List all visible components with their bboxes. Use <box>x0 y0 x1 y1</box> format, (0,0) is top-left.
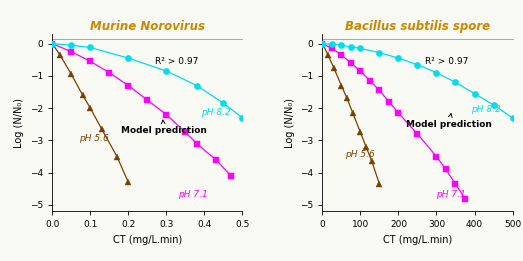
Text: pH 8.2: pH 8.2 <box>471 105 501 114</box>
X-axis label: CT (mg/L.min): CT (mg/L.min) <box>113 235 182 245</box>
Text: Model prediction: Model prediction <box>121 120 207 135</box>
Text: pH 8.2: pH 8.2 <box>201 108 231 117</box>
Text: R² > 0.97: R² > 0.97 <box>155 57 198 66</box>
Text: pH 5.6: pH 5.6 <box>79 134 109 143</box>
Text: pH 7.1: pH 7.1 <box>437 191 466 199</box>
Text: Model prediction: Model prediction <box>406 114 492 129</box>
Y-axis label: Log (N/N₀): Log (N/N₀) <box>285 98 294 148</box>
Text: pH 7.1: pH 7.1 <box>178 191 208 199</box>
Title: Bacillus subtilis spore: Bacillus subtilis spore <box>345 20 490 33</box>
Text: pH 5.6: pH 5.6 <box>345 150 375 159</box>
X-axis label: CT (mg/L.min): CT (mg/L.min) <box>383 235 452 245</box>
Y-axis label: Log (N/N₀): Log (N/N₀) <box>15 98 25 148</box>
Text: R² > 0.97: R² > 0.97 <box>425 57 469 66</box>
Title: Murine Norovirus: Murine Norovirus <box>90 20 205 33</box>
